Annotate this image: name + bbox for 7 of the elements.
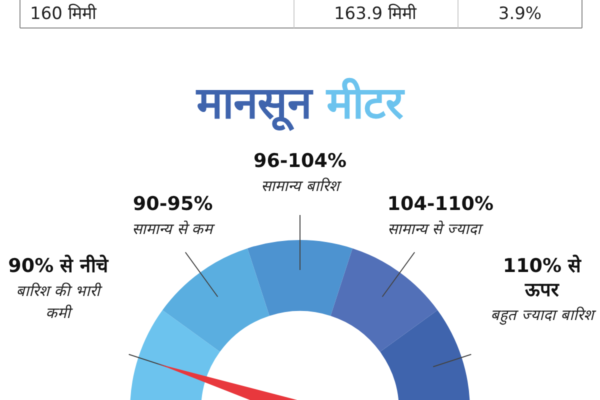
slice-label: 90% से नीचे बारिश की भारी कमी <box>8 254 109 322</box>
slice-label: 104-110% सामान्य से ज्यादा <box>387 192 494 238</box>
slice-label: 90-95% सामान्य से कम <box>132 192 216 238</box>
chart-title: मानसून मीटर <box>195 77 406 132</box>
slice-label: 96-104% सामान्य बारिश <box>253 150 347 195</box>
table: 160 मिमी 163.9 मिमी 3.9% <box>20 0 582 28</box>
slice-label: 110% से ऊपर बहुत ज्यादा बारिश <box>490 254 596 326</box>
